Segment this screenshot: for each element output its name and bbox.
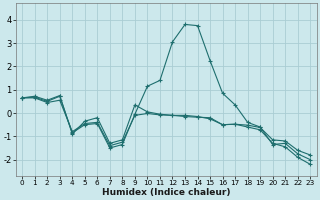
X-axis label: Humidex (Indice chaleur): Humidex (Indice chaleur)	[102, 188, 230, 197]
